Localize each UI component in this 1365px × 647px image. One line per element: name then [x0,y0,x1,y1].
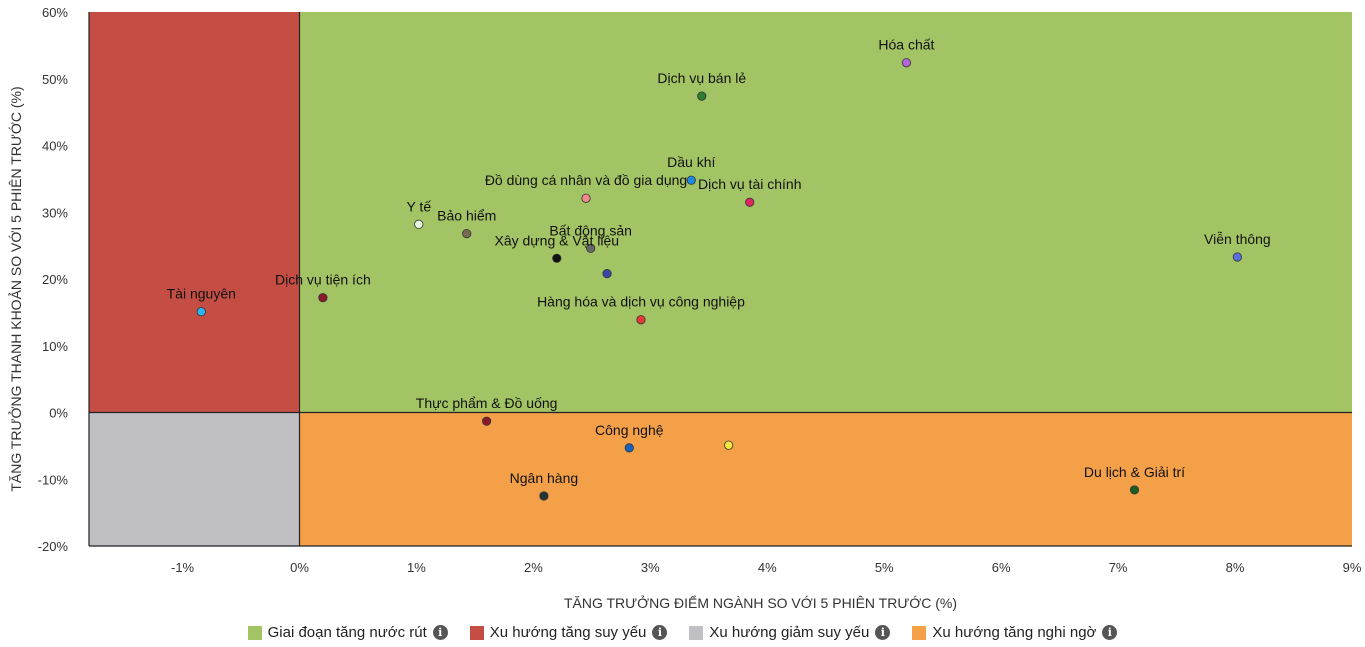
data-point[interactable] [686,175,696,185]
legend-item-doubtful-uptrend[interactable]: Xu hướng tăng nghi ngờ i [912,624,1118,641]
point-label: Du lịch & Giải trí [1084,464,1185,480]
info-icon[interactable]: i [432,625,448,640]
quadrant-sprint-phase [299,12,1352,413]
quadrant-legend: Giai đoạn tăng nước rút i Xu hướng tăng … [0,624,1365,641]
data-point[interactable] [318,293,328,303]
data-point[interactable] [636,315,646,325]
y-tick-label: 50% [42,72,68,87]
x-tick-label: 1% [407,560,426,575]
legend-label: Giai đoạn tăng nước rút [267,624,427,641]
point-label: Tài nguyên [167,286,236,302]
legend-swatch [912,625,927,640]
point-label: Bất động sản [549,222,632,238]
y-axis-title: TĂNG TRƯỞNG THANH KHOẢN SO VỚI 5 PHIÊN T… [7,86,24,491]
data-point[interactable] [581,193,591,203]
quadrant-weakening-downtrend [89,412,300,546]
x-tick-label: 4% [758,560,777,575]
y-tick-label: 40% [42,139,68,154]
legend-label: Xu hướng giảm suy yếu [709,624,870,641]
y-tick-label: -10% [38,472,69,487]
point-label: Ngân hàng [510,470,579,486]
x-tick-label: 3% [641,560,660,575]
info-icon[interactable]: i [652,625,668,640]
data-point[interactable] [602,269,612,279]
x-tick-label: 5% [875,560,894,575]
point-label: Dầu khí [667,154,715,170]
y-tick-label: 20% [42,272,68,287]
point-labels: Hóa chất Dịch vụ bán lẻ Dầu khí Đồ dùng cá … [167,37,1271,486]
y-tick-labels: 60% 50% 40% 30% 20% 10% 0% -10% -20% [38,5,69,554]
data-point[interactable] [482,416,492,426]
point-label: Dịch vụ tài chính [698,176,802,192]
info-icon[interactable]: i [1102,625,1118,640]
point-label: Dịch vụ bán lẻ [657,70,746,86]
chart-axes [88,12,1352,547]
y-tick-label: 10% [42,339,68,354]
point-label: Bảo hiểm [437,208,496,224]
x-tick-label: 6% [992,560,1011,575]
data-point[interactable] [724,440,734,450]
point-label: Hóa chất [878,37,934,53]
data-point[interactable] [697,91,707,101]
legend-label: Xu hướng tăng nghi ngờ [932,624,1097,641]
x-tick-label: 2% [524,560,543,575]
data-point[interactable] [901,58,912,68]
x-tick-label: 8% [1226,560,1245,575]
y-tick-label: 30% [42,205,68,220]
point-label: Hàng hóa và dịch vụ công nghiệp [537,294,745,310]
data-point[interactable] [462,229,472,239]
point-label: Viễn thông [1204,231,1271,247]
x-tick-labels: -1% 0% 1% 2% 3% 4% 5% 6% 7% 8% 9% [171,560,1362,575]
y-tick-label: 60% [42,5,68,20]
point-label: Xây dựng & Vật liệu [494,232,619,248]
data-point[interactable] [552,253,562,263]
point-label: Đồ dùng cá nhân và đồ gia dụng [485,172,687,188]
info-icon[interactable]: i [875,625,891,640]
data-points [196,58,1242,501]
legend-swatch [469,625,484,640]
data-point[interactable] [1232,252,1242,262]
x-tick-label: 9% [1343,560,1362,575]
legend-swatch [689,625,704,640]
data-point[interactable] [745,197,755,207]
point-label: Dịch vụ tiện ích [275,272,371,288]
sector-rotation-scatter-chart: -1% 0% 1% 2% 3% 4% 5% 6% 7% 8% 9% 60% 50% 40% 30% 20% 1… [7,5,1362,611]
data-point[interactable] [1129,485,1140,495]
x-tick-label: -1% [171,560,195,575]
data-point[interactable] [539,491,549,501]
x-tick-label: 0% [290,560,309,575]
data-point[interactable] [414,219,424,229]
legend-item-weakening-uptrend[interactable]: Xu hướng tăng suy yếu i [469,624,668,641]
legend-item-sprint-phase[interactable]: Giai đoạn tăng nước rút i [247,624,448,641]
x-axis-title: TĂNG TRƯỞNG ĐIỂM NGÀNH SO VỚI 5 PHIÊN TR… [564,594,957,611]
quadrant-doubtful-uptrend [299,412,1352,546]
legend-label: Xu hướng tăng suy yếu [489,624,647,641]
y-tick-label: -20% [38,539,69,554]
legend-swatch [247,625,262,640]
data-point[interactable] [624,443,634,453]
y-tick-label: 0% [49,406,68,421]
point-label: Thực phẩm & Đồ uống [416,395,558,411]
point-label: Công nghệ [595,422,664,438]
legend-item-weakening-downtrend[interactable]: Xu hướng giảm suy yếu i [689,624,891,641]
data-point[interactable] [586,243,596,253]
data-point[interactable] [196,307,206,317]
point-label: Y tế [406,198,431,214]
quadrant-weakening-uptrend [89,12,300,413]
quadrant-backgrounds [89,12,1352,546]
x-tick-label: 7% [1109,560,1128,575]
